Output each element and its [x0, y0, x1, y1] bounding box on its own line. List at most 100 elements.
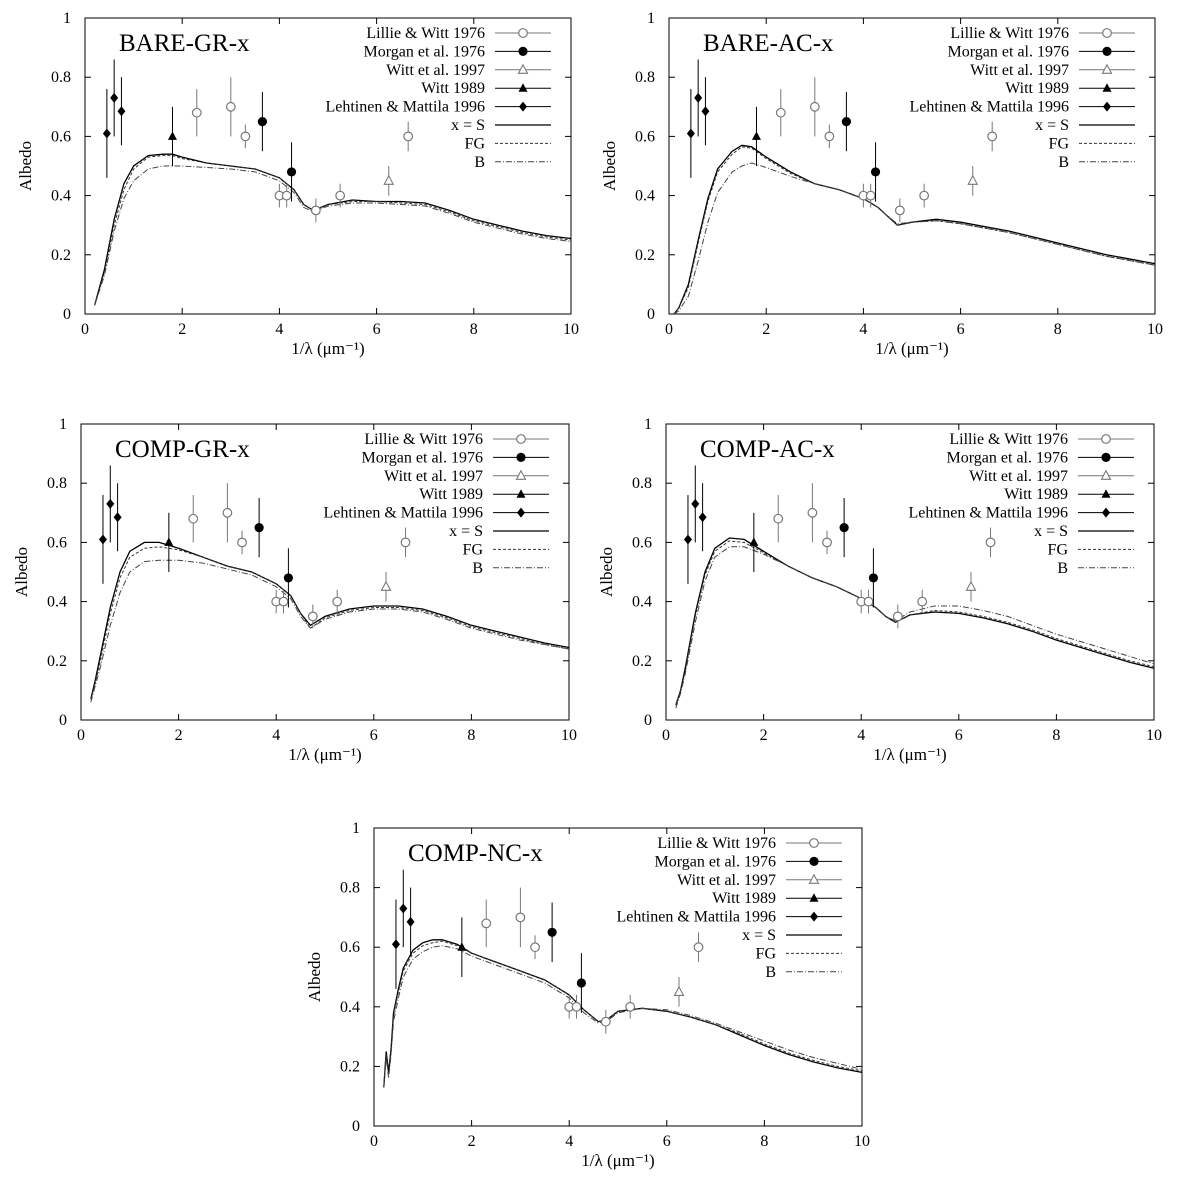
panel-4: 0 2 4 6 8 10 0 0.2 0.4 0.6 0.8 1 1/λ (μm⁻¹) Albedo COM… — [305, 820, 870, 1170]
series-line-solid — [94, 153, 572, 306]
x-tick-label: 10 — [1147, 321, 1163, 338]
marker-filled-circle — [1101, 452, 1111, 462]
marker-filled-circle — [839, 523, 849, 533]
x-tick-label: 2 — [760, 727, 768, 744]
legend-label: x = S — [451, 117, 485, 134]
x-tick-label: 6 — [663, 1133, 671, 1150]
marker-filled-diamond — [517, 507, 525, 518]
marker-filled-circle — [576, 978, 587, 988]
marker-filled-circle — [516, 452, 526, 462]
x-tick-label: 8 — [470, 321, 478, 338]
legend-label: FG — [463, 541, 484, 558]
y-tick-label: 0.2 — [51, 247, 71, 264]
marker-open-triangle — [808, 873, 820, 884]
legend-label: Witt 1989 — [712, 890, 776, 907]
y-tick-label: 0.8 — [47, 475, 67, 492]
marker-open-circle — [917, 596, 928, 607]
y-tick-label: 0 — [352, 1118, 360, 1135]
marker-filled-diamond — [1102, 507, 1110, 518]
legend-label: Witt et al. 1997 — [384, 468, 483, 485]
legend-label: Lehtinen & Mattila 1996 — [616, 909, 776, 926]
panel-title: BARE-GR-x — [119, 30, 250, 57]
series-line-dashdot — [94, 165, 572, 306]
marker-filled-diamond — [686, 128, 695, 139]
marker-open-circle — [332, 596, 343, 607]
marker-open-circle — [863, 596, 874, 607]
x-tick-label: 10 — [1146, 727, 1162, 744]
series-line-dashed — [383, 940, 863, 1088]
legend-label: Witt et al. 1997 — [677, 872, 776, 889]
x-tick-label: 4 — [272, 727, 280, 744]
x-axis-label: 1/λ (μm⁻¹) — [873, 745, 946, 764]
y-tick-label: 0.8 — [632, 475, 652, 492]
legend-label: Witt et al. 1997 — [969, 468, 1068, 485]
y-tick-label: 1 — [647, 10, 655, 27]
series-line-dashdot — [675, 546, 1155, 709]
legend-label: Lillie & Witt 1976 — [364, 431, 483, 448]
x-tick-label: 4 — [275, 321, 283, 338]
y-axis-label: Albedo — [305, 952, 324, 1002]
plot-frame — [665, 423, 1155, 721]
marker-open-circle — [824, 131, 835, 142]
x-tick-label: 10 — [854, 1133, 870, 1150]
marker-open-circle — [773, 513, 784, 524]
y-tick-label: 0.2 — [635, 247, 655, 264]
marker-filled-diamond — [106, 498, 115, 509]
marker-open-circle — [237, 537, 247, 548]
x-tick-label: 0 — [81, 321, 89, 338]
marker-filled-diamond — [102, 128, 111, 139]
plot-frame — [80, 423, 570, 721]
series-line-dashdot — [383, 945, 863, 1088]
marker-open-circle — [822, 537, 832, 548]
marker-filled-triangle — [809, 893, 819, 902]
marker-filled-diamond — [694, 92, 703, 103]
y-tick-label: 1 — [59, 416, 67, 433]
y-tick-label: 0.8 — [635, 69, 655, 86]
legend-label: B — [765, 964, 776, 981]
x-tick-label: 0 — [665, 321, 673, 338]
marker-filled-circle — [286, 167, 297, 177]
legend-label: Morgan et al. 1976 — [364, 43, 485, 60]
plot-frame — [668, 17, 1156, 315]
y-axis-label: Albedo — [600, 141, 619, 191]
marker-open-circle — [222, 507, 233, 518]
panel-1: 0 2 4 6 8 10 0 0.2 0.4 0.6 0.8 1 1/λ (μm⁻¹) Albedo BAR… — [600, 10, 1163, 358]
marker-filled-diamond — [110, 92, 119, 103]
legend-label: x = S — [449, 523, 483, 540]
marker-open-circle — [530, 942, 540, 953]
marker-filled-circle — [283, 573, 293, 583]
panel-title: COMP-AC-x — [700, 436, 835, 463]
x-tick-label: 6 — [955, 727, 963, 744]
x-axis-label: 1/λ (μm⁻¹) — [875, 339, 948, 358]
marker-open-circle — [518, 28, 528, 38]
legend-label: Morgan et al. 1976 — [948, 43, 1069, 60]
legend-label: FG — [1049, 135, 1070, 152]
marker-open-circle — [307, 611, 318, 622]
marker-filled-triangle — [516, 489, 526, 498]
y-tick-label: 0.6 — [632, 534, 652, 551]
marker-filled-diamond — [391, 939, 400, 950]
legend-label: Lehtinen & Mattila 1996 — [909, 99, 1069, 116]
marker-open-circle — [1101, 434, 1111, 444]
legend-label: B — [472, 560, 483, 577]
y-tick-label: 0 — [647, 306, 655, 323]
panel-3: 0 2 4 6 8 10 0 0.2 0.4 0.6 0.8 1 1/λ (μm⁻¹) Albedo COM… — [597, 416, 1162, 764]
legend-label: x = S — [1035, 117, 1069, 134]
marker-open-circle — [240, 131, 251, 142]
marker-filled-diamond — [113, 512, 122, 523]
marker-filled-diamond — [399, 903, 408, 914]
marker-filled-diamond — [1103, 101, 1111, 112]
x-tick-label: 4 — [857, 727, 865, 744]
marker-open-triangle — [673, 985, 685, 996]
marker-open-triangle — [383, 174, 395, 185]
marker-open-triangle — [517, 63, 529, 74]
panel-title: BARE-AC-x — [703, 30, 834, 57]
marker-open-circle — [516, 434, 526, 444]
marker-open-circle — [894, 205, 905, 216]
legend-label: Witt et al. 1997 — [386, 62, 485, 79]
marker-open-circle — [278, 596, 289, 607]
marker-filled-triangle — [167, 131, 177, 140]
y-axis-label: Albedo — [16, 141, 35, 191]
panel-title: COMP-GR-x — [115, 436, 250, 463]
marker-filled-diamond — [117, 106, 126, 117]
